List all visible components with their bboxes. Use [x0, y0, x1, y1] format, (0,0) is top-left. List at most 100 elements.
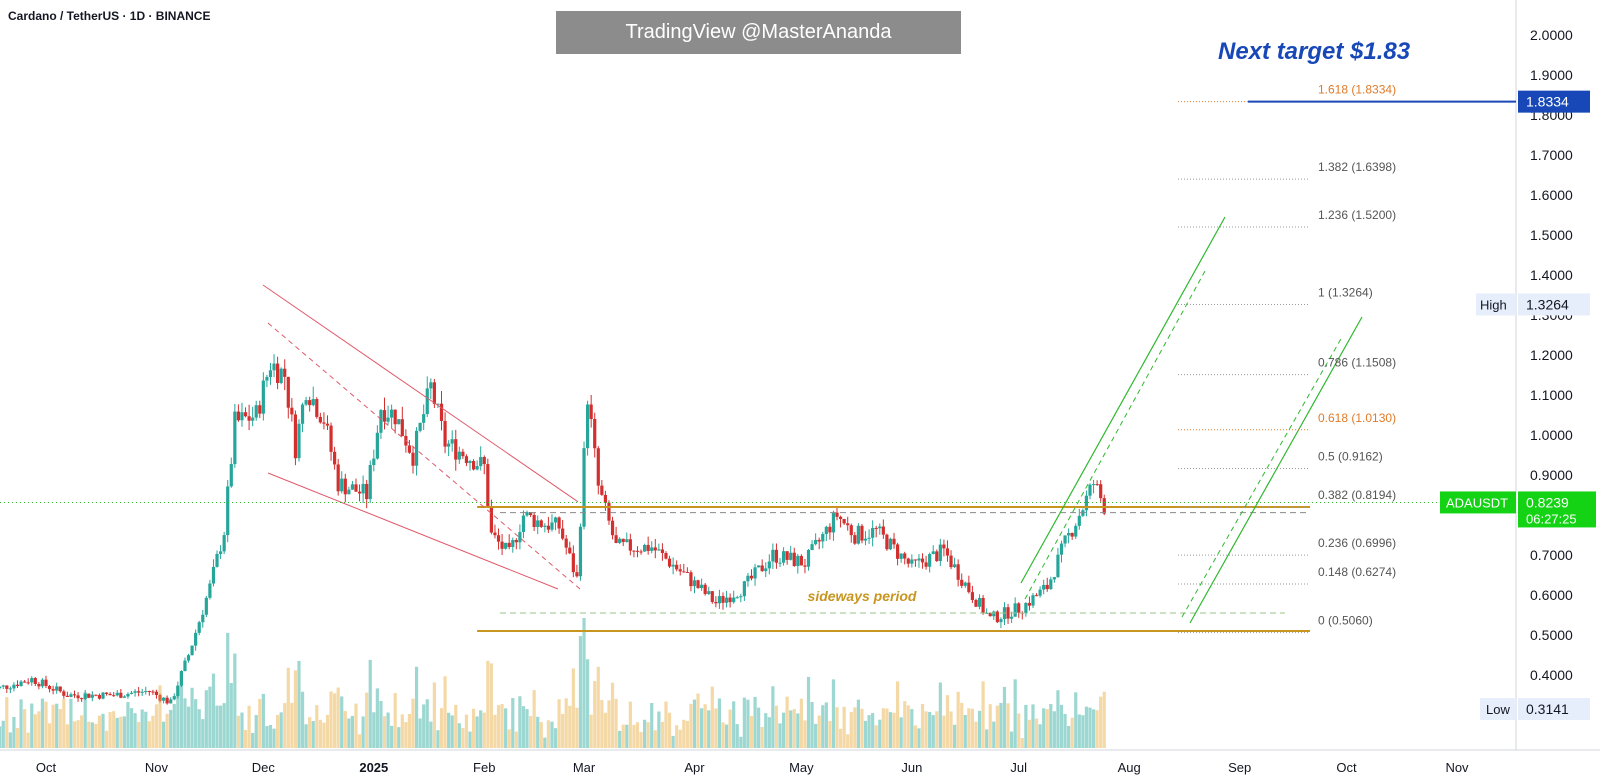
- volume-bar: [414, 666, 419, 748]
- y-tick-label: 1.7000: [1530, 147, 1573, 163]
- channel-mid-dashed-1: [1024, 270, 1206, 600]
- volume-bar: [678, 729, 682, 748]
- candle-body: [201, 614, 205, 623]
- volume-bar: [186, 706, 191, 748]
- candle-body: [489, 506, 493, 533]
- symbol-title: Cardano / TetherUS · 1D · BINANCE: [8, 9, 211, 23]
- volume-bar: [279, 712, 283, 748]
- volume-bar: [40, 698, 45, 748]
- volume-bar: [700, 708, 704, 748]
- volume-bar: [133, 713, 137, 748]
- volume-bar: [368, 659, 372, 748]
- volume-bar: [354, 703, 358, 748]
- candle-body: [977, 597, 982, 607]
- volume-bar: [532, 690, 536, 748]
- candle-body: [439, 403, 444, 421]
- symbol-tag-label: ADAUSDT: [1446, 495, 1508, 510]
- volume-bar: [767, 717, 771, 748]
- candle-body: [443, 420, 447, 447]
- volume-bar: [525, 709, 529, 748]
- candle-body: [26, 682, 30, 684]
- volume-bar: [646, 722, 650, 748]
- volume-bar: [115, 717, 119, 748]
- volume-bar: [390, 725, 394, 748]
- volume-bar: [1095, 710, 1099, 748]
- volume-bar: [888, 712, 893, 748]
- candle-body: [885, 534, 889, 550]
- candle-body: [678, 569, 682, 572]
- volume-bar: [610, 682, 615, 748]
- candle-body: [721, 596, 725, 603]
- volume-bar: [714, 708, 718, 748]
- candle-body: [204, 597, 208, 615]
- volume-bar: [382, 716, 387, 748]
- volume-bar: [240, 712, 244, 748]
- fib-label: 0 (0.5060): [1318, 614, 1373, 628]
- candle-body: [55, 686, 59, 691]
- candle-body: [970, 592, 975, 600]
- volume-bar: [493, 714, 497, 748]
- volume-bar: [197, 709, 201, 748]
- volume-bar: [910, 709, 914, 748]
- candle-body: [999, 619, 1003, 623]
- volume-bar: [518, 696, 522, 748]
- candle-body: [571, 553, 575, 573]
- candle-body: [432, 382, 436, 404]
- candle-body: [614, 535, 618, 543]
- candle-body: [952, 564, 957, 568]
- volume-bar: [350, 715, 355, 748]
- candle-body: [817, 539, 821, 542]
- volume-bar: [26, 732, 30, 748]
- volume-bar: [960, 702, 964, 748]
- candle-body: [657, 549, 661, 551]
- candle-body: [618, 538, 622, 543]
- volume-bar: [447, 712, 451, 748]
- candle-body: [714, 601, 718, 604]
- candle-body: [1031, 595, 1035, 606]
- candle-body: [878, 526, 882, 529]
- volume-bar: [803, 720, 807, 748]
- volume-bar: [913, 725, 918, 748]
- volume-bar: [226, 632, 230, 748]
- volume-bar: [375, 688, 379, 748]
- fib-label: 1.236 (1.5200): [1318, 208, 1396, 222]
- volume-bar: [838, 728, 843, 748]
- candle-body: [749, 575, 754, 579]
- volume-bar: [992, 721, 996, 748]
- fib-label: 0.382 (0.8194): [1318, 488, 1396, 502]
- volume-bar: [1067, 725, 1071, 748]
- candle-body: [1017, 603, 1021, 613]
- candle-body: [1006, 607, 1010, 619]
- volume-bar: [261, 693, 265, 748]
- candle-body: [550, 522, 554, 530]
- candle-body: [464, 456, 469, 464]
- candle-body: [528, 512, 533, 515]
- candle-body: [329, 425, 333, 452]
- candle-body: [429, 382, 433, 389]
- candle-body: [924, 562, 928, 567]
- candle-body: [536, 520, 540, 527]
- channel-lower-line: [1189, 316, 1363, 624]
- candle-body: [1024, 603, 1028, 614]
- candle-body: [343, 478, 347, 495]
- y-tick-label: 2.0000: [1530, 27, 1573, 43]
- volume-bar: [51, 704, 55, 748]
- volume-bar: [218, 705, 223, 748]
- candle-body: [724, 597, 729, 603]
- candle-body: [814, 539, 818, 545]
- volume-bar: [1020, 738, 1024, 748]
- volume-bar: [97, 715, 102, 748]
- volume-bar: [418, 718, 422, 748]
- volume-bar: [129, 708, 134, 748]
- volume-bar: [55, 703, 59, 748]
- volume-bar: [1042, 708, 1046, 748]
- candle-body: [518, 532, 522, 543]
- volume-bar: [824, 702, 828, 748]
- volume-bar: [172, 703, 176, 748]
- candle-body: [710, 591, 714, 602]
- volume-bar: [357, 734, 362, 748]
- candle-body: [5, 685, 9, 689]
- volume-bar: [454, 704, 458, 748]
- candle-body: [1042, 584, 1046, 590]
